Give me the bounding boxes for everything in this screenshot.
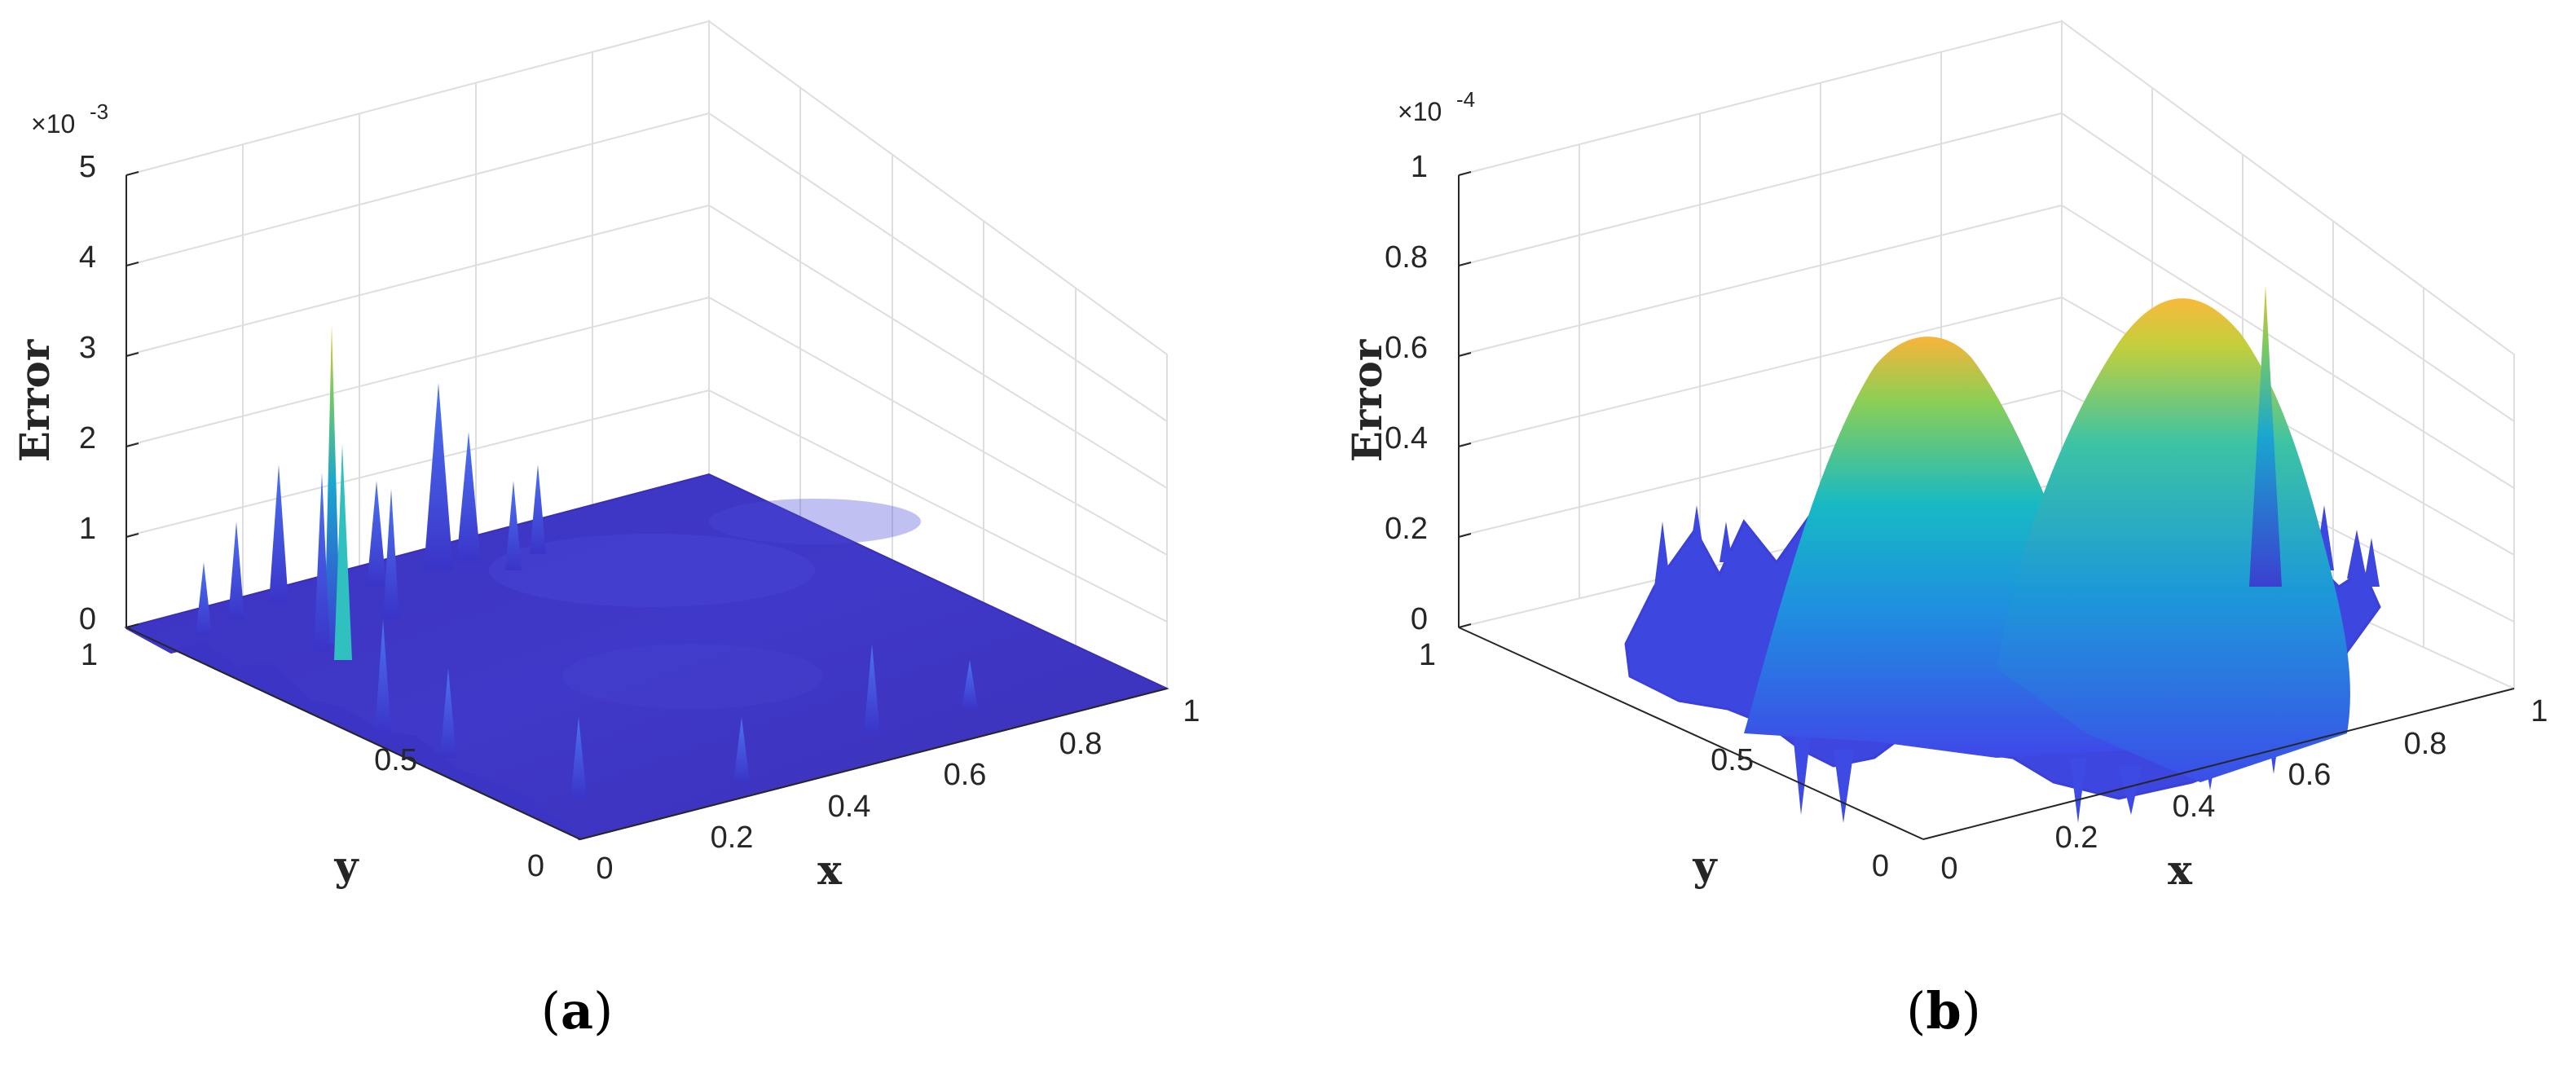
svg-text:0: 0 [527,849,544,883]
panel-a-z-tick-0: 0 [79,602,96,636]
svg-text:0.2: 0.2 [2055,821,2098,855]
svg-text:0.2: 0.2 [1385,512,1428,546]
svg-text:0.6: 0.6 [1385,331,1428,365]
panel-a-z-tick-3: 3 [79,331,96,365]
svg-text:×10: ×10 [31,109,75,139]
svg-text:1: 1 [1419,638,1436,672]
svg-text:0.4: 0.4 [1385,421,1428,455]
svg-text:(a): (a) [541,981,614,1041]
panel-a-z-ticks: 0 1 2 3 4 5 [79,150,139,636]
panel-b-y-axis [1458,627,1924,840]
panel-a-z-tick-4: 4 [79,240,96,275]
svg-text:0.8: 0.8 [1385,240,1428,275]
svg-text:0.4: 0.4 [2173,790,2216,824]
svg-text:1: 1 [1411,150,1428,184]
svg-text:0.8: 0.8 [2404,727,2447,761]
panel-a-y-title: y [333,842,359,890]
svg-text:0.6: 0.6 [2288,758,2332,792]
panel-a-caption: (a) [541,981,614,1041]
panel-a-z-tick-1: 1 [79,512,96,546]
panel-b-surface [1624,285,2381,823]
svg-text:1: 1 [1182,694,1200,728]
svg-text:0: 0 [1411,602,1428,636]
svg-text:0: 0 [596,852,613,886]
svg-text:-3: -3 [90,99,108,124]
panel-a-z-title: Error [11,339,59,462]
panel-b: 0 0.2 0.4 0.6 0.8 1 ×10 -4 Error 1 0.5 0… [1343,20,2548,1041]
panel-a-y-axis [125,627,581,840]
panel-a-multiplier: ×10 -3 [31,99,108,139]
panel-a-x-axis [579,688,1168,840]
svg-text:1: 1 [81,638,98,672]
panel-a-x-ticks: 0 0.2 0.4 0.6 0.8 1 [596,694,1200,886]
svg-text:0.2: 0.2 [711,821,754,855]
svg-text:0.4: 0.4 [828,790,871,824]
svg-text:0.5: 0.5 [374,743,417,777]
panel-b-multiplier: ×10 -4 [1398,87,1475,126]
panel-b-y-title: y [1692,842,1718,890]
panel-b-y-ticks: 1 0.5 0 [1419,638,1889,883]
svg-text:0.5: 0.5 [1711,743,1754,777]
panel-a: 0 1 2 3 4 5 ×10 -3 Error 1 0.5 0 y 0 0.2… [11,20,1200,1041]
svg-text:×10: ×10 [1398,97,1442,126]
panel-b-caption: (b) [1906,981,1981,1041]
svg-text:0: 0 [1872,849,1889,883]
panel-a-spikes [196,324,978,799]
panel-a-x-title: x [817,846,843,894]
panel-b-x-title: x [2168,846,2193,894]
panel-a-z-tick-5: 5 [79,150,96,184]
panel-a-grid [125,20,1168,690]
svg-text:0: 0 [1940,852,1957,886]
svg-text:(b): (b) [1906,981,1981,1041]
panel-b-x-axis [1922,688,2515,840]
panel-b-z-title: Error [1343,339,1391,462]
panel-a-y-ticks: 1 0.5 0 [81,638,544,883]
svg-text:0.8: 0.8 [1059,727,1103,761]
panel-a-z-tick-2: 2 [79,421,96,455]
panel-b-x-ticks: 0 0.2 0.4 0.6 0.8 1 [1940,694,2547,886]
svg-text:-4: -4 [1456,87,1475,112]
svg-text:1: 1 [2530,694,2547,728]
panel-b-z-ticks: 0 0.2 0.4 0.6 0.8 1 [1385,150,1472,636]
svg-text:0.6: 0.6 [944,758,987,792]
